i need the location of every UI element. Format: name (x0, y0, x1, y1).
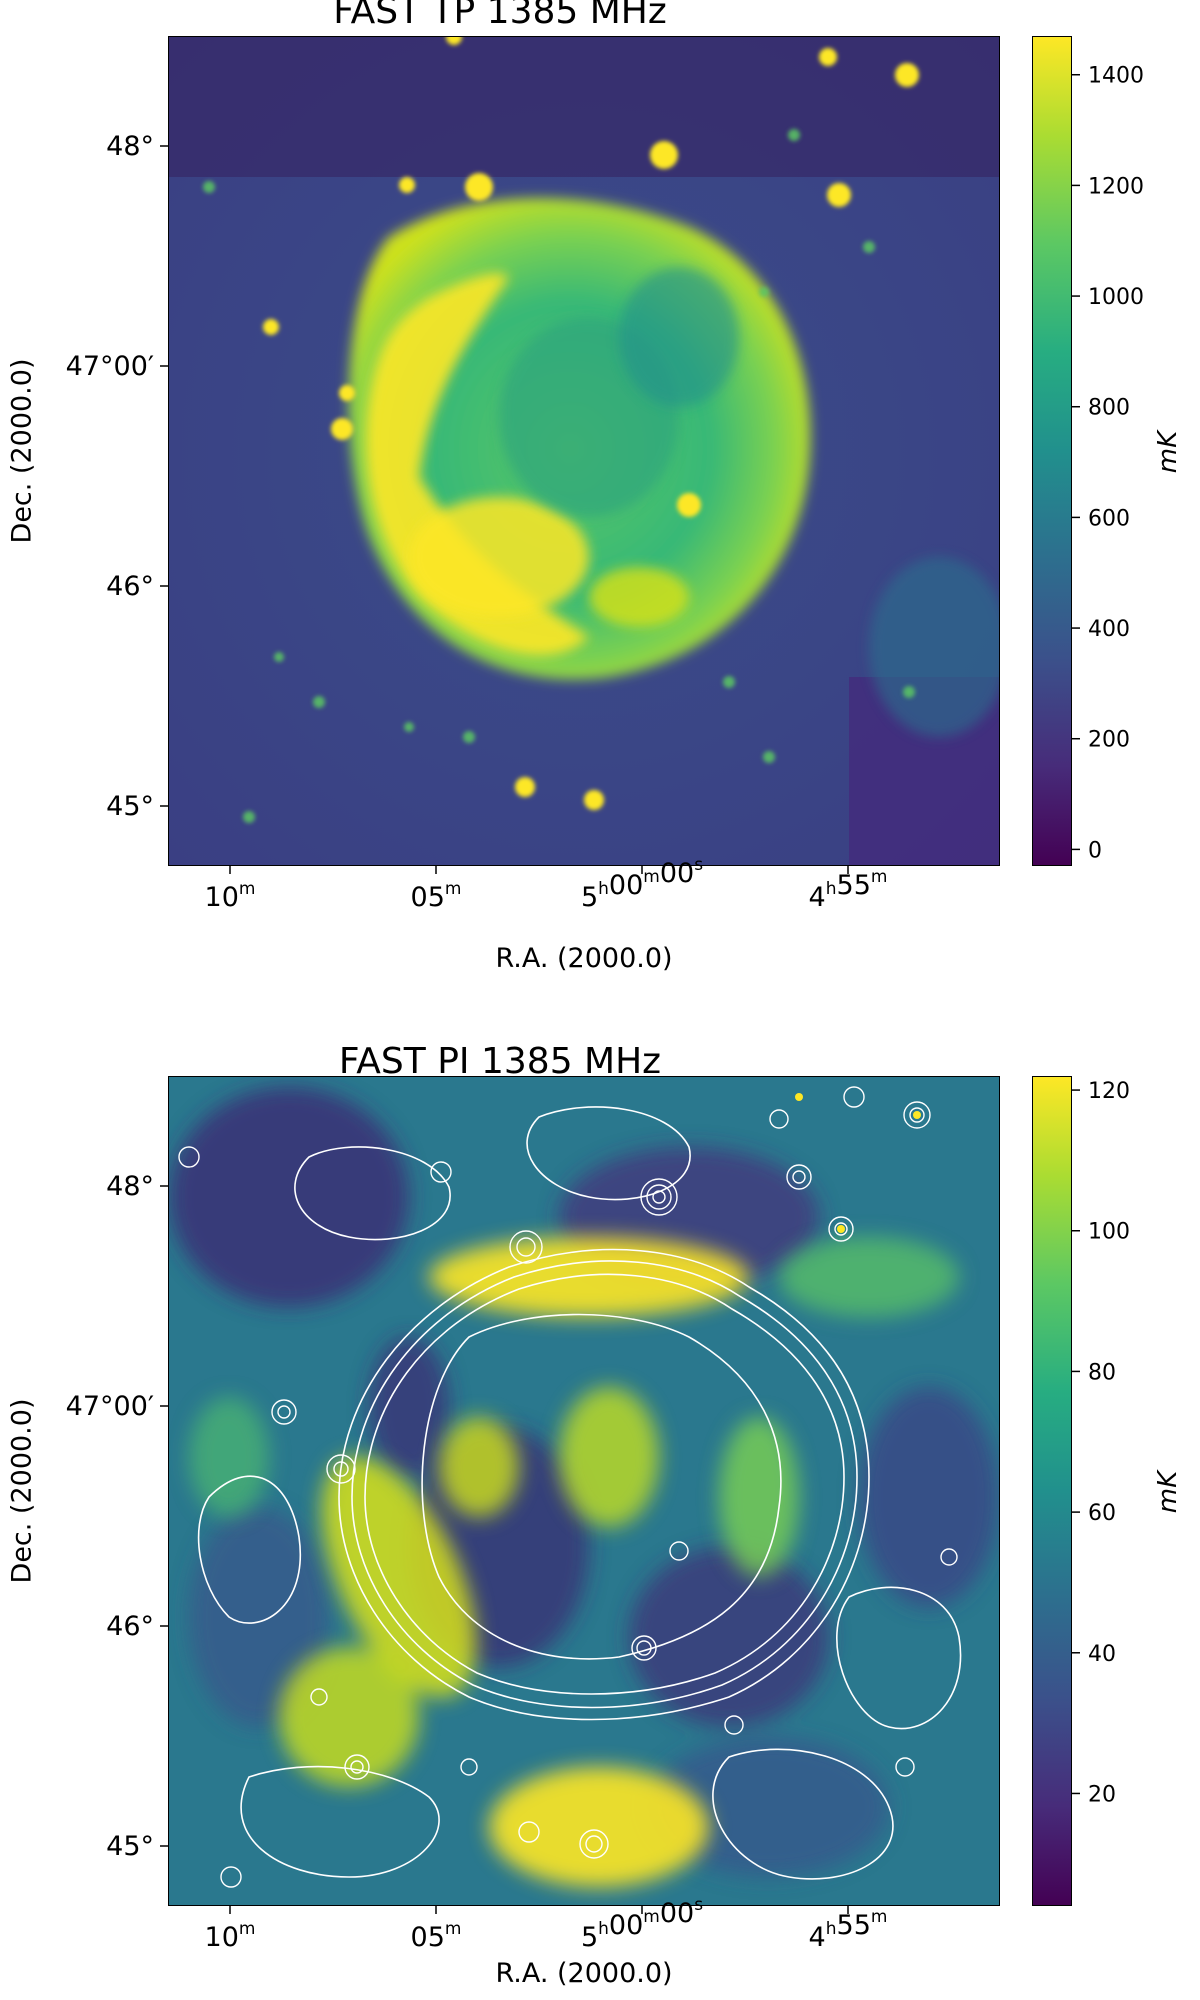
x-tick-label: 05m (411, 879, 462, 913)
colorbar-tick-label: 60 (1088, 1501, 1116, 1526)
colorbar-tick-label: 0 (1088, 838, 1102, 863)
colorbar-tick-label: 400 (1088, 617, 1130, 642)
polarized-intensity-panel: FAST PI 1385 MHz (0, 1000, 1200, 2000)
colorbar (1032, 36, 1072, 866)
axes-ticks: 10m 05m 5h00m00s 4h55m 48° 47°00′ 46° 45° 20 40 60… (66, 1079, 1130, 1953)
colorbar (1032, 1076, 1072, 1906)
y-tick-label: 47°00′ (66, 1391, 154, 1422)
y-tick-label: 48° (106, 131, 154, 162)
colorbar-tick-label: 1400 (1088, 64, 1144, 89)
x-tick-label: 5h00m00s (581, 855, 703, 913)
y-tick-label: 48° (106, 1171, 154, 1202)
colorbar-tick-label: 800 (1088, 396, 1130, 421)
axes-ticks: 10m 05m 5h00m00s 4h55m 48° 47°00′ 46° 45° 0 200 40… (66, 64, 1144, 913)
intensity-map (169, 37, 999, 865)
colorbar-tick-label: 200 (1088, 728, 1130, 753)
y-tick-label: 45° (106, 1831, 154, 1862)
total-intensity-panel: FAST TP 1385 MHz (7, 0, 1184, 974)
y-tick-label: 46° (106, 571, 154, 602)
x-tick-label: 4h55m (809, 1907, 888, 1953)
x-tick-label: 05m (411, 1919, 462, 1953)
colorbar-tick-label: 40 (1088, 1642, 1116, 1667)
image-area (168, 1076, 1000, 1906)
y-tick-label: 45° (106, 791, 154, 822)
x-tick-label: 10m (205, 1919, 256, 1953)
colorbar-tick-label: 100 (1088, 1220, 1130, 1245)
x-tick-label: 4h55m (809, 867, 888, 913)
colorbar-tick-label: 1000 (1088, 285, 1144, 310)
x-axis-label: R.A. (2000.0) (495, 943, 673, 974)
x-tick-label: 5h00m00s (581, 1895, 703, 1953)
y-tick-label: 46° (106, 1611, 154, 1642)
colorbar-tick-label: 120 (1088, 1079, 1130, 1104)
panel-title: FAST PI 1385 MHz (338, 1041, 662, 1082)
colorbar-tick-label: 600 (1088, 506, 1130, 531)
x-tick-label: 10m (205, 879, 256, 913)
colorbar-tick-label: 20 (1088, 1782, 1116, 1807)
polarization-map (169, 1077, 999, 1905)
x-axis-label: R.A. (2000.0) (495, 1958, 673, 1989)
colorbar-tick-label: 80 (1088, 1360, 1116, 1385)
y-tick-label: 47°00′ (66, 351, 154, 382)
colorbar-tick-label: 1200 (1088, 174, 1144, 199)
image-area (168, 36, 1000, 866)
panel-title: FAST TP 1385 MHz (333, 0, 667, 32)
